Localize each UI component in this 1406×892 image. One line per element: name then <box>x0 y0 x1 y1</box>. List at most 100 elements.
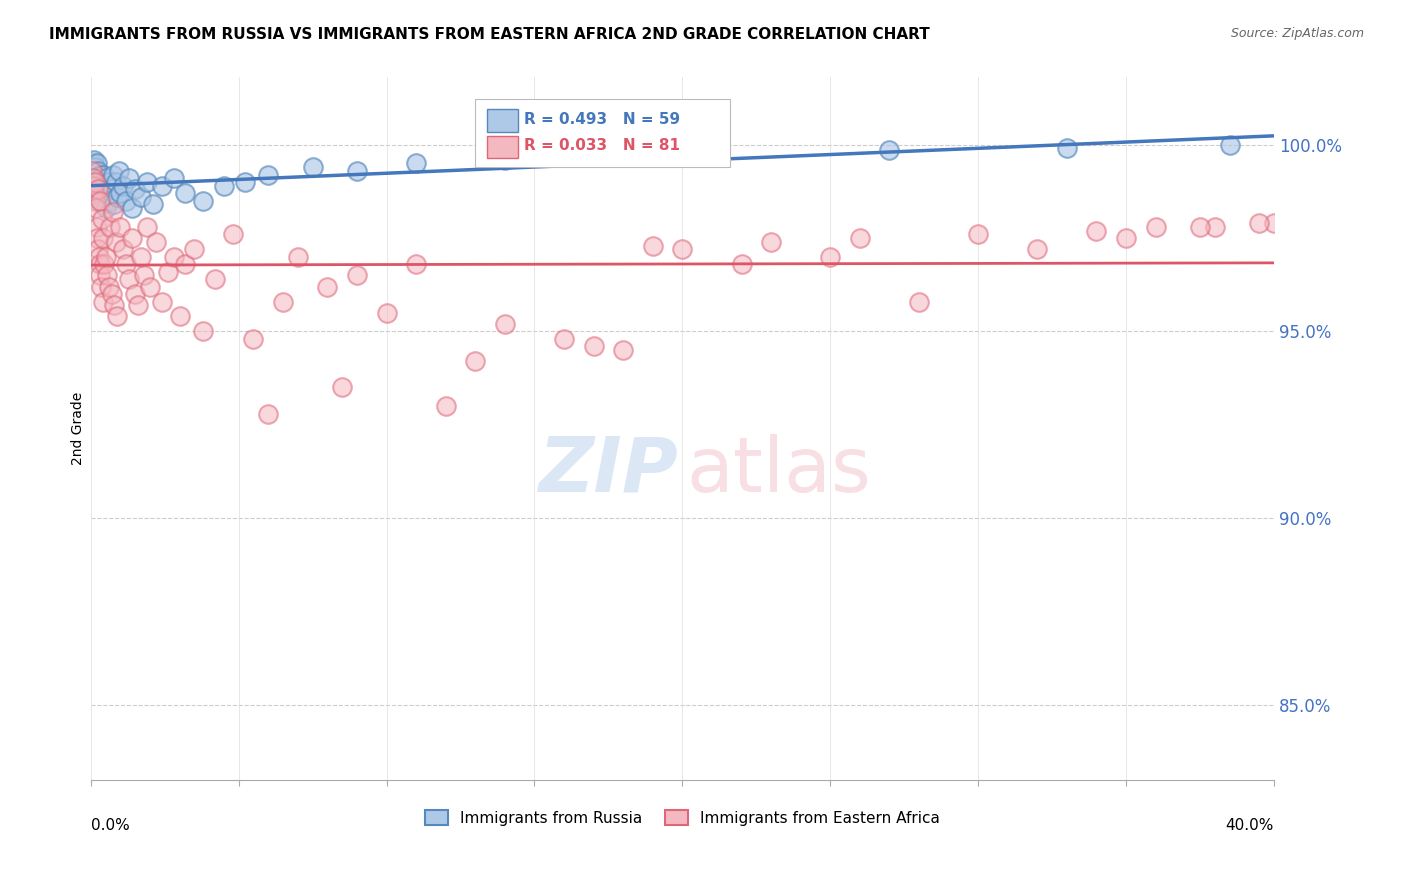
Point <box>86 156 108 170</box>
Point <box>193 325 215 339</box>
Point <box>346 268 368 283</box>
Point <box>139 279 162 293</box>
Point <box>730 257 752 271</box>
Point <box>118 171 141 186</box>
Point <box>115 194 138 208</box>
Point <box>91 190 114 204</box>
Point <box>89 194 111 208</box>
Point <box>150 178 173 193</box>
Point <box>1188 219 1211 234</box>
Point <box>84 194 107 208</box>
Point <box>287 250 309 264</box>
Point <box>98 194 121 208</box>
Point <box>96 268 118 283</box>
Point <box>641 238 664 252</box>
Point <box>83 168 105 182</box>
Point <box>405 257 427 271</box>
Point <box>142 197 165 211</box>
Point <box>1056 141 1078 155</box>
Point <box>759 235 782 249</box>
Point <box>87 250 110 264</box>
Point <box>86 219 108 234</box>
Point <box>98 219 121 234</box>
Point <box>89 168 111 182</box>
Point <box>1249 216 1271 230</box>
Point <box>83 186 105 201</box>
Point <box>90 182 112 196</box>
Point <box>330 380 353 394</box>
Point <box>204 272 226 286</box>
Point <box>110 186 132 201</box>
Point <box>86 171 108 186</box>
Point <box>86 178 108 193</box>
Point <box>84 182 107 196</box>
Point <box>83 163 105 178</box>
Point <box>257 407 280 421</box>
Point <box>174 257 197 271</box>
Point <box>375 306 398 320</box>
Point <box>94 250 117 264</box>
Point <box>87 182 110 196</box>
Point <box>136 175 159 189</box>
Point <box>91 231 114 245</box>
Text: 0.0%: 0.0% <box>91 818 129 833</box>
Point <box>84 175 107 189</box>
Point <box>91 168 114 182</box>
Point <box>89 194 111 208</box>
Point <box>132 268 155 283</box>
Point <box>103 298 125 312</box>
Point <box>121 201 143 215</box>
Text: Source: ZipAtlas.com: Source: ZipAtlas.com <box>1230 27 1364 40</box>
Point <box>82 163 104 178</box>
Point <box>136 219 159 234</box>
Point <box>271 294 294 309</box>
Text: IMMIGRANTS FROM RUSSIA VS IMMIGRANTS FROM EASTERN AFRICA 2ND GRADE CORRELATION C: IMMIGRANTS FROM RUSSIA VS IMMIGRANTS FRO… <box>49 27 929 42</box>
Point <box>96 186 118 201</box>
Point <box>967 227 990 242</box>
Point <box>129 190 152 204</box>
Point <box>174 186 197 201</box>
Point <box>908 294 931 309</box>
Point <box>879 143 901 157</box>
Point <box>84 160 107 174</box>
Point <box>212 178 235 193</box>
Point <box>301 160 323 174</box>
FancyBboxPatch shape <box>486 136 517 158</box>
Point <box>84 201 107 215</box>
Point <box>700 145 723 160</box>
Text: R = 0.033   N = 81: R = 0.033 N = 81 <box>524 138 681 153</box>
Point <box>101 205 124 219</box>
Point <box>820 250 842 264</box>
Point <box>87 186 110 201</box>
Point <box>162 250 184 264</box>
Point <box>434 399 457 413</box>
Point <box>91 212 114 227</box>
Point <box>612 343 634 357</box>
Point <box>129 250 152 264</box>
Point <box>91 197 114 211</box>
Point <box>346 163 368 178</box>
Point <box>582 339 605 353</box>
Point <box>1219 137 1241 152</box>
Point <box>169 310 191 324</box>
Point <box>93 178 115 193</box>
Point <box>104 175 127 189</box>
Point <box>464 354 486 368</box>
Text: ZIP: ZIP <box>538 434 679 508</box>
Point <box>82 171 104 186</box>
Point <box>1204 219 1226 234</box>
Point <box>193 194 215 208</box>
Point <box>94 171 117 186</box>
Point <box>222 227 245 242</box>
Point <box>84 175 107 189</box>
Point <box>112 242 135 256</box>
Point <box>553 332 575 346</box>
Point <box>91 294 114 309</box>
Point <box>93 257 115 271</box>
Point <box>1263 216 1285 230</box>
Point <box>1026 242 1049 256</box>
Point <box>89 257 111 271</box>
Point <box>316 279 339 293</box>
Point <box>101 168 124 182</box>
Point <box>671 242 693 256</box>
